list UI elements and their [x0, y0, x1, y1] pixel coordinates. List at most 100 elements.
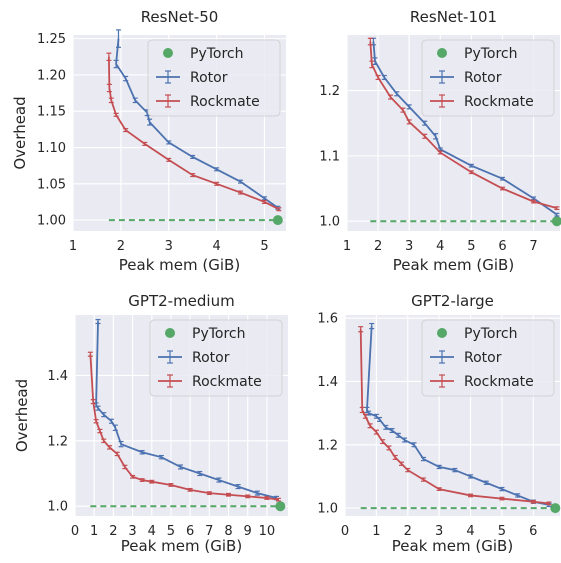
x-axis-label: Peak mem (GiB) — [121, 537, 242, 555]
x-tick-label: 5 — [467, 239, 475, 254]
series-rockmate — [358, 326, 552, 506]
legend: PyTorch Rotor Rockmate — [149, 319, 283, 397]
x-axis-label: Peak mem (GiB) — [119, 256, 240, 274]
x-tick-label: 4 — [212, 239, 220, 254]
legend-label: Rockmate — [190, 94, 260, 110]
x-tick-label: 6 — [529, 524, 537, 539]
series-rockmate — [106, 52, 282, 212]
x-tick-label: 1 — [69, 239, 77, 254]
x-tick-label: 7 — [529, 239, 537, 254]
x-tick-label: 4 — [466, 524, 474, 539]
series-pytorch — [108, 215, 283, 226]
x-tick-label: 0 — [71, 524, 79, 539]
legend-label: Rotor — [464, 70, 502, 86]
legend-label: Rockmate — [464, 94, 534, 110]
legend-label: PyTorch — [464, 46, 517, 62]
legend-label: Rockmate — [192, 374, 262, 390]
x-tick-label: 9 — [244, 524, 252, 539]
x-tick-label: 3 — [165, 239, 173, 254]
x-tick-label: 1 — [372, 524, 380, 539]
series-rotor — [93, 318, 279, 501]
chart-panel-4: 0 1 2 3 4 5 6 1.0 1.2 1.4 1.6 GPT2-large Peak mem (G… — [317, 292, 561, 555]
chart-title: ResNet-50 — [141, 8, 219, 26]
legend-label: Rotor — [190, 70, 228, 86]
legend-label: PyTorch — [192, 326, 245, 342]
series-pytorch — [90, 501, 286, 512]
chart-panel-1: 1 2 3 4 5 1.00 1.05 1.10 1.15 1.20 1.25 ResNet-50 Pe… — [11, 8, 286, 274]
y-tick-label: 1.20 — [37, 68, 66, 83]
legend: PyTorch Rotor Rockmate — [421, 319, 555, 397]
legend-label: Rotor — [464, 350, 502, 366]
chart-title: ResNet-101 — [410, 8, 497, 26]
legend: PyTorch Rotor Rockmate — [147, 39, 281, 117]
x-tick-label: 8 — [224, 524, 232, 539]
y-tick-label: 1.0 — [47, 500, 68, 515]
y-tick-label: 1.1 — [319, 149, 340, 164]
y-tick-label: 1.4 — [47, 369, 68, 384]
y-tick-label: 1.2 — [317, 438, 338, 453]
x-tick-label: 6 — [186, 524, 194, 539]
x-tick-label: 7 — [205, 524, 213, 539]
y-tick-label: 1.2 — [47, 434, 68, 449]
legend-box — [421, 319, 555, 397]
x-tick-label: 4 — [436, 239, 444, 254]
series-rockmate — [367, 37, 560, 211]
x-tick-label: 6 — [498, 239, 506, 254]
x-tick-label: 2 — [374, 239, 382, 254]
data-point — [275, 501, 286, 512]
x-tick-label: 3 — [405, 239, 413, 254]
x-tick-label: 2 — [109, 524, 117, 539]
x-tick-label: 10 — [259, 524, 276, 539]
series-rotor — [113, 29, 281, 210]
x-tick-label: 3 — [128, 524, 136, 539]
series-pytorch — [360, 503, 561, 514]
series-pytorch — [370, 216, 561, 227]
x-tick-label: 3 — [435, 524, 443, 539]
legend-marker — [437, 48, 447, 58]
legend: PyTorch Rotor Rockmate — [421, 39, 555, 117]
x-tick-label: 5 — [498, 524, 506, 539]
chart-panel-2: 1 2 3 4 5 6 7 1.0 1.1 1.2 ResNet-101 Peak mem (GiB)… — [319, 8, 561, 274]
series-rotor — [364, 322, 552, 508]
chart-panel-3: 0 1 2 3 4 5 6 7 8 9 10 1.0 1.2 1.4 GPT2-medium Peak mem… — [13, 292, 288, 555]
x-axis-label: Peak mem (GiB) — [393, 256, 514, 274]
chart-title: GPT2-large — [411, 292, 494, 310]
legend-label: PyTorch — [190, 46, 243, 62]
x-tick-label: 0 — [341, 524, 349, 539]
y-axis-label: Overhead — [13, 379, 31, 452]
y-tick-label: 1.05 — [37, 177, 66, 192]
x-axis-label: Peak mem (GiB) — [392, 537, 513, 555]
legend-label: Rotor — [192, 350, 230, 366]
y-tick-label: 1.15 — [37, 105, 66, 120]
series-line — [359, 329, 550, 505]
x-tick-label: 4 — [148, 524, 156, 539]
y-tick-label: 1.10 — [37, 141, 66, 156]
series-rockmate — [87, 351, 281, 502]
legend-label: Rockmate — [464, 374, 534, 390]
y-tick-label: 1.25 — [37, 32, 66, 47]
y-axis-label: Overhead — [11, 96, 29, 169]
y-tick-label: 1.6 — [317, 312, 338, 327]
y-tick-label: 1.2 — [319, 84, 340, 99]
legend-label: PyTorch — [464, 326, 517, 342]
y-tick-label: 1.0 — [319, 215, 340, 230]
legend-marker — [163, 48, 173, 58]
x-tick-label: 2 — [117, 239, 125, 254]
legend-marker — [437, 328, 447, 338]
data-point — [551, 216, 561, 227]
legend-marker — [165, 328, 175, 338]
x-tick-label: 5 — [167, 524, 175, 539]
chart-title: GPT2-medium — [128, 292, 234, 310]
data-point — [550, 503, 561, 514]
x-tick-label: 5 — [260, 239, 268, 254]
data-point — [272, 215, 283, 226]
x-tick-label: 1 — [90, 524, 98, 539]
x-tick-label: 2 — [404, 524, 412, 539]
series-line — [372, 41, 558, 216]
y-tick-label: 1.0 — [317, 502, 338, 517]
y-tick-label: 1.4 — [317, 375, 338, 390]
legend-box — [147, 39, 281, 117]
x-tick-label: 1 — [343, 239, 351, 254]
y-tick-label: 1.00 — [37, 214, 66, 229]
